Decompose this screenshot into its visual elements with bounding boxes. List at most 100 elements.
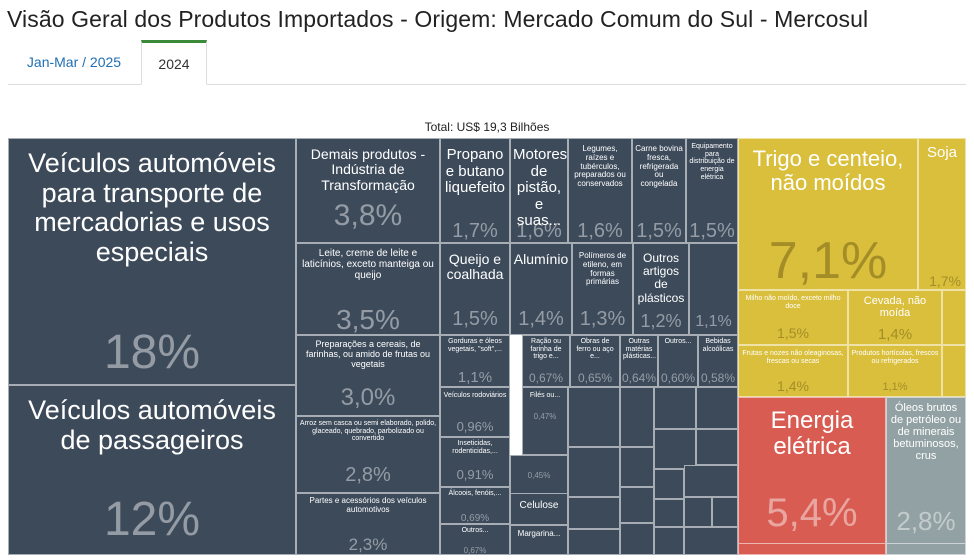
treemap-cell-label: Energia elétrica [770,407,854,461]
treemap-cell-frutas-e-nozes-nao-oleaginosas-frescas-ou-secas-35[interactable]: Frutas e nozes não oleaginosas, frescas … [738,345,848,397]
treemap-cell-small[interactable] [654,387,696,429]
treemap-cell-value: 3,8% [333,199,403,232]
treemap-cell-label: Arroz sem casca ou semi elaborado, polid… [299,420,437,443]
treemap-cell-value: 0,67% [463,546,487,555]
treemap-chart: Veículos automóveis para transporte de m… [8,138,966,555]
tab-2024[interactable]: 2024 [141,40,207,85]
treemap-cell-outros-artigos-de-plasticos-15[interactable]: Outros artigos de plásticos 1,2% [633,243,689,335]
treemap-cell-queijo-e-coalhada-12[interactable]: Queijo e coalhada 1,5% [440,243,510,335]
treemap-cell-polimeros-de-etileno-em-formas-primarias-14[interactable]: Polímeros de etileno, em formas primária… [572,243,633,335]
treemap-cell-small[interactable] [620,447,654,487]
treemap-total-label: Total: US$ 19,3 Bilhões [424,120,550,134]
treemap-cell-small[interactable] [886,543,966,555]
treemap-cell-veiculos-automoveis-de-passageiros-1[interactable]: Veículos automóveis de passageiros 12% [8,385,296,555]
treemap-cell-small[interactable] [942,345,966,397]
treemap-cell-small[interactable] [654,527,684,555]
treemap-cell-oleos-brutos-de-petroleo-ou-de-minerais-betuminosos-crus-38[interactable]: Óleos brutos de petróleo ou de minerais … [886,397,966,555]
treemap-cell-arroz-sem-casca-ou-semi-elaborado-polido-glaceado-quebrado-parbolizado-ou-convertido-5[interactable]: Arroz sem casca ou semi elaborado, polid… [296,416,440,493]
treemap-cell-small[interactable] [568,497,620,529]
treemap-cell-value: 3,5% [336,304,400,335]
treemap-cell-veiculos-rodoviarios-23[interactable]: Veículos rodoviários 0,96% [440,387,510,437]
treemap-cell-label: Cevada, não moída [863,295,927,320]
treemap-cell-alcoois-fenois-25[interactable]: Álcoois, fenóis,... 0,69% [440,487,510,524]
treemap-cell-gorduras-e-oleos-vegetais-soft-17[interactable]: Gorduras e óleos vegetais, "soft",... 1,1… [440,335,510,387]
treemap-cell-label: Legumes, raízes e tubérculos, preparados… [574,144,626,189]
treemap-cell-label: Margarina... [517,529,561,538]
treemap-cell-equipamento-para-distribuicao-de-energia-eletrica-11[interactable]: Equipamento para distribuição de energia… [686,138,738,243]
treemap-cell-margarina-30[interactable]: Margarina... [510,525,568,555]
treemap-cell-small[interactable] [684,527,738,555]
treemap-cell-cevada-nao-moida-34[interactable]: Cevada, não moída 1,4% [848,290,942,345]
treemap-cell-label: Preparações a cereais, de farinhas, ou a… [305,339,431,369]
treemap-cell-small[interactable] [684,497,712,527]
treemap-cell-value: 0,64% [621,371,657,385]
treemap-cell-value: 1,7% [452,220,498,242]
treemap-cell-value: 0,58% [700,371,736,385]
treemap-cell-small[interactable] [696,429,738,465]
treemap-cell-small[interactable] [654,499,684,527]
treemap-cell-celulose-29[interactable]: Celulose [510,493,568,525]
treemap-cell-value: 12% [103,493,201,546]
treemap-cell-label: Outros... [664,338,692,345]
treemap-cell-partes-e-acessorios-dos-veiculos-automotivos-6[interactable]: Partes e acessórios dos veículos automot… [296,493,440,555]
treemap-cell-small[interactable] [684,465,738,497]
treemap-cell-small[interactable] [568,387,620,447]
treemap-cell-small[interactable] [620,387,654,447]
treemap-cell-motores-de-pistao-e-suas-8[interactable]: Motores de pistão, e suas... 1,6% [510,138,568,243]
treemap-cell-small[interactable] [568,447,620,497]
treemap-cell-label: Milho não moído, exceto milho doce [745,295,841,310]
treemap-cell-veiculos-automoveis-para-transporte-de-mercadorias-e-usos-especiais-0[interactable]: Veículos automóveis para transporte de m… [8,138,296,385]
treemap-cell-obras-de-ferro-ou-aco-e-19[interactable]: Obras de ferro ou aço e... 0,65% [570,335,620,387]
treemap-cell-value: 0,67% [528,371,564,385]
treemap-cell-label: Produtos hortícolas, frescos ou refriger… [851,350,939,365]
treemap-cell-label: Partes e acessórios dos veículos automot… [309,496,427,514]
treemap-cell-value: 1,6% [577,220,623,242]
treemap-cell-racao-ou-farinha-de-trigo-e-18[interactable]: Ração ou farinha de trigo e... 0,67% [522,335,570,387]
treemap-cell-milho-nao-moido-exceto-milho-doce-33[interactable]: Milho não moído, exceto milho doce 1,5% [738,290,848,345]
treemap-cell-outras-materias-plasticas-20[interactable]: Outras matérias plásticas... 0,64% [620,335,658,387]
treemap-cell-label: Carne bovina fresca, refrigerada ou cong… [635,144,683,189]
treemap-cell-label: Trigo e centeio, não moídos [752,146,904,196]
treemap-cell-propano-e-butano-liquefeito-7[interactable]: Propano e butano liquefeito 1,7% [440,138,510,243]
treemap-cell-preparacoes-a-cereais-de-farinhas-ou-amido-de-frutas-ou-vegetais-4[interactable]: Preparações a cereais, de farinhas, ou a… [296,335,440,416]
treemap-cell-energia-eletrica-37[interactable]: Energia elétrica 5,4% [738,397,886,555]
treemap-cell-value: 1,3% [579,308,626,330]
treemap-cell-trigo-e-centeio-nao-moidos-31[interactable]: Trigo e centeio, não moídos 7,1% [738,138,918,290]
treemap-cell-small[interactable] [620,523,654,555]
treemap-cell-legumes-raizes-e-tuberculos-preparados-ou-conservados-9[interactable]: Legumes, raízes e tubérculos, preparados… [568,138,632,243]
treemap-cell-label: Demais produtos - Indústria de Transform… [310,146,426,193]
treemap-cell-carne-bovina-fresca-refrigerada-ou-congelada-10[interactable]: Carne bovina fresca, refrigerada ou cong… [632,138,686,243]
treemap-cell-small[interactable] [654,429,696,469]
treemap-cell-value: 2,8% [896,506,956,536]
treemap-cell-label: Obras de ferro ou aço e... [576,338,614,361]
treemap-cell-small[interactable] [942,290,966,345]
treemap-cell-demais-produtos-industria-de-transformacao-2[interactable]: Demais produtos - Indústria de Transform… [296,138,440,243]
treemap-cell-soja-32[interactable]: Soja 1,7% [918,138,966,290]
treemap-cell-value: 1,5% [452,308,498,330]
tab-jan-mar-2025[interactable]: Jan-Mar / 2025 [26,54,122,70]
treemap-cell-outros-21[interactable]: Outros... 0,60% [658,335,698,387]
treemap-cell-value: 5,4% [766,491,858,535]
treemap-cell-value: 1,4% [518,308,564,330]
treemap-cell-cell-16[interactable]: 1,1% [689,243,738,335]
treemap-cell-outros-26[interactable]: Outros... 0,67% [440,524,510,555]
treemap-cell-bebidas-alcoolicas-22[interactable]: Bebidas alcoólicas 0,58% [698,335,738,387]
treemap-cell-label: Motores de pistão, e suas... [513,146,568,229]
treemap-cell-label: Alumínio [513,251,569,267]
treemap-cell-small[interactable] [712,497,738,527]
treemap-cell-small[interactable] [568,529,620,555]
treemap-cell-small[interactable] [738,543,886,555]
treemap-cell-value: 1,1% [695,313,732,330]
treemap-cell-value: 1,5% [689,220,735,242]
treemap-cell-leite-creme-de-leite-e-laticinios-exceto-manteiga-ou-queijo-3[interactable]: Leite, creme de leite e laticínios, exce… [296,243,440,335]
treemap-cell-aluminio-13[interactable]: Alumínio 1,4% [510,243,572,335]
treemap-cell-small[interactable] [620,487,654,523]
treemap-cell-small[interactable] [696,387,738,429]
treemap-cell-value: 1,2% [640,311,682,331]
treemap-cell-value: 0,69% [460,513,490,524]
treemap-cell-value: 0,91% [456,467,494,482]
treemap-cell-inseticidas-rodenticidas-24[interactable]: Inseticidas, rodenticidas,... 0,91% [440,437,510,487]
treemap-cell-produtos-horticolas-frescos-ou-refrigerados-36[interactable]: Produtos hortícolas, frescos ou refriger… [848,345,942,397]
treemap-cell-small[interactable] [654,469,684,499]
treemap-cell-files-ou-27[interactable]: Filés ou... 0,47% [522,387,568,455]
